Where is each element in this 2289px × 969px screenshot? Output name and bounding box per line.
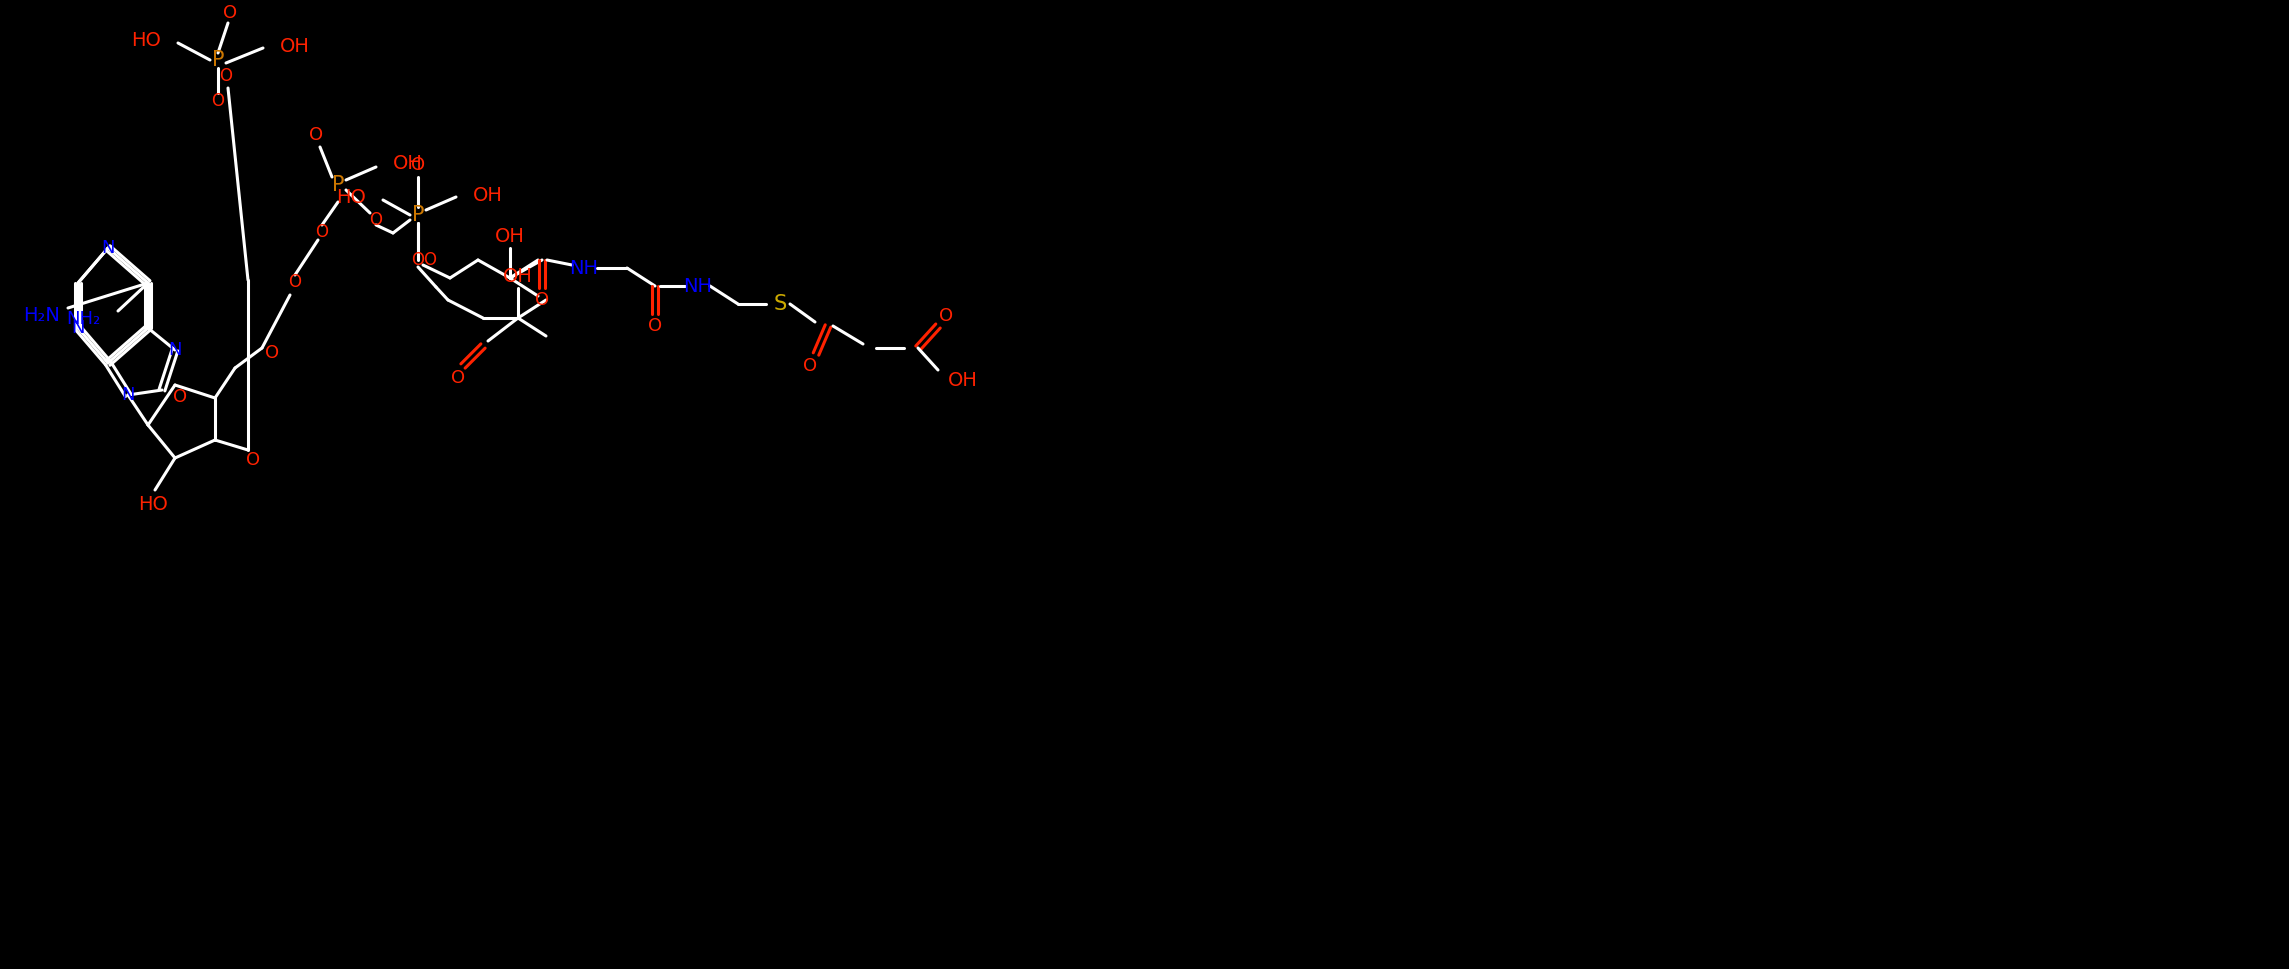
- Text: O: O: [451, 369, 465, 387]
- Text: O: O: [288, 273, 302, 291]
- Text: N: N: [71, 319, 85, 337]
- Text: OH: OH: [279, 37, 309, 55]
- Text: O: O: [412, 156, 426, 174]
- Text: P: P: [412, 205, 423, 225]
- Text: HO: HO: [130, 30, 160, 49]
- Text: O: O: [648, 317, 662, 335]
- Text: O: O: [222, 4, 238, 22]
- Text: N: N: [101, 239, 114, 257]
- Text: O: O: [309, 126, 323, 144]
- Text: O: O: [423, 251, 437, 269]
- Text: H₂N: H₂N: [23, 305, 60, 325]
- Text: O: O: [266, 344, 279, 362]
- Text: S: S: [774, 294, 787, 314]
- Text: O: O: [220, 67, 233, 85]
- Text: NH: NH: [570, 259, 597, 277]
- Text: P: P: [332, 175, 343, 195]
- Text: P: P: [213, 50, 224, 70]
- Text: O: O: [211, 92, 224, 110]
- Text: O: O: [536, 291, 549, 309]
- Text: HO: HO: [137, 494, 167, 514]
- Text: OH: OH: [494, 227, 524, 245]
- Text: OH: OH: [394, 153, 423, 172]
- Text: O: O: [803, 357, 817, 375]
- Text: O: O: [316, 223, 330, 241]
- Text: NH: NH: [684, 276, 712, 296]
- Text: O: O: [412, 251, 423, 269]
- Text: OH: OH: [474, 185, 504, 204]
- Text: O: O: [245, 451, 261, 469]
- Text: O: O: [369, 211, 382, 229]
- Text: OH: OH: [948, 370, 977, 390]
- Text: N: N: [169, 341, 181, 359]
- Text: O: O: [938, 307, 952, 325]
- Text: NH₂: NH₂: [66, 310, 101, 328]
- Text: O: O: [174, 388, 188, 406]
- Text: N: N: [121, 386, 135, 404]
- Text: OH: OH: [504, 266, 533, 286]
- Text: HO: HO: [336, 187, 366, 206]
